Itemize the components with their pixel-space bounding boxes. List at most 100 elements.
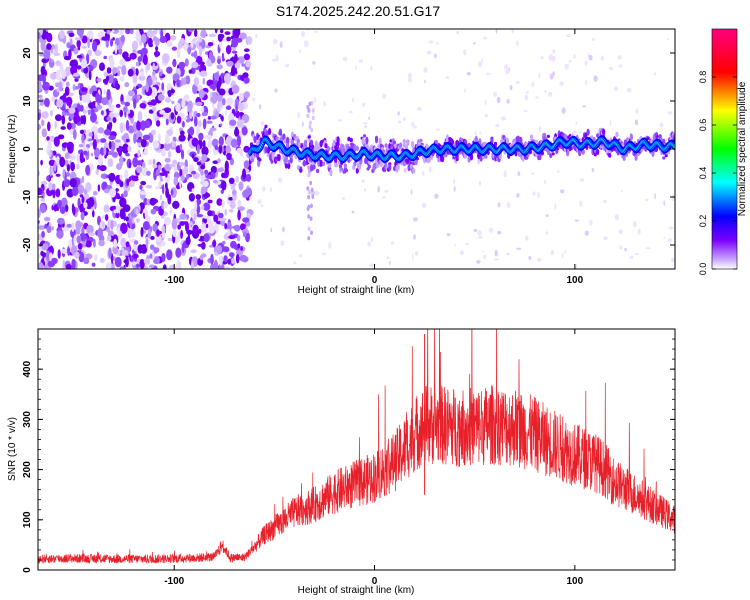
spectrogram-cell bbox=[106, 67, 112, 74]
spectrogram-cell bbox=[536, 258, 542, 262]
spectrogram-cell bbox=[355, 65, 357, 71]
spectrogram-cell bbox=[106, 235, 112, 242]
spectrogram-cell bbox=[110, 113, 115, 118]
spectrogram-cell bbox=[43, 49, 51, 60]
spectrogram-cell bbox=[163, 141, 171, 151]
spectrogram-cell bbox=[460, 137, 464, 142]
spectrogram-cell bbox=[128, 162, 132, 169]
spectrogram-cell bbox=[196, 112, 201, 118]
spectrogram-cell bbox=[264, 124, 268, 129]
spectrogram-cell bbox=[38, 80, 42, 92]
spectrogram-cell bbox=[194, 29, 198, 37]
spectrogram-cell bbox=[120, 34, 126, 43]
spectrogram-cell bbox=[478, 236, 483, 239]
spectrogram-cell bbox=[183, 94, 190, 102]
spectrogram-cell bbox=[181, 116, 188, 121]
spectrogram-cell bbox=[237, 209, 241, 221]
spectrogram-cell bbox=[311, 108, 315, 113]
spectrogram-cell bbox=[478, 60, 482, 68]
spectrogram-cell bbox=[273, 39, 278, 44]
spectrogram-cell bbox=[81, 93, 89, 103]
spectrogram-cell bbox=[178, 61, 186, 69]
spectrogram-cell bbox=[278, 177, 283, 183]
spectrogram-cell bbox=[161, 252, 166, 262]
spectrogram-cell bbox=[202, 77, 206, 85]
spectrogram-cell bbox=[147, 77, 153, 86]
spectrogram-cell bbox=[212, 239, 217, 248]
spectrogram-cell bbox=[554, 203, 557, 210]
spectrogram-cell bbox=[307, 195, 311, 200]
spectrogram-cell bbox=[629, 133, 633, 140]
spectrogram-cell bbox=[118, 48, 123, 55]
spectrogram-cell bbox=[310, 187, 314, 192]
spectrogram-cell bbox=[114, 43, 118, 55]
spectrogram-cell bbox=[46, 136, 50, 141]
spectrogram-cell bbox=[615, 131, 619, 138]
spectrogram-cell bbox=[236, 119, 243, 128]
spectrogram-cell bbox=[62, 168, 66, 178]
spectrogram-cell bbox=[428, 40, 434, 44]
spectrogram-cell bbox=[534, 139, 539, 144]
spectrogram-cell bbox=[68, 92, 74, 97]
spectrogram-cell bbox=[190, 260, 194, 269]
spectrogram-cell bbox=[151, 106, 157, 112]
spectrogram-cell bbox=[214, 29, 218, 34]
spectrogram-cell bbox=[56, 230, 64, 239]
spectrogram-cell bbox=[209, 127, 217, 132]
spectrogram-cell bbox=[538, 72, 541, 79]
spectrogram-cell bbox=[224, 222, 228, 230]
spectrogram-cell bbox=[388, 163, 392, 171]
spectrogram-cell bbox=[279, 41, 283, 48]
snr-series bbox=[38, 329, 675, 564]
y-tick-label: -10 bbox=[22, 189, 33, 204]
spectrogram-cell bbox=[258, 158, 262, 162]
spectrogram-cell bbox=[135, 61, 139, 67]
spectrogram-cell bbox=[200, 106, 205, 114]
spectrogram-cell bbox=[38, 100, 41, 108]
spectrogram-cell bbox=[107, 158, 114, 168]
spectrogram-cell bbox=[668, 226, 674, 230]
spectrogram-cell bbox=[301, 30, 306, 38]
spectrogram-cell bbox=[535, 96, 539, 99]
spectrogram-cell bbox=[516, 247, 521, 250]
spectrogram-cell bbox=[202, 193, 211, 198]
spectrogram-cell bbox=[564, 250, 566, 254]
spectrogram-cell bbox=[124, 257, 129, 268]
spectrogram-cell bbox=[136, 218, 140, 223]
spectrogram-cell bbox=[82, 114, 87, 125]
spectrogram-cell bbox=[65, 81, 70, 87]
spectrogram-cell bbox=[114, 256, 122, 268]
spectrogram-cell bbox=[497, 231, 502, 235]
spectrogram-cell bbox=[132, 73, 138, 85]
spectrogram-cell bbox=[269, 187, 272, 193]
spectrogram-cell bbox=[329, 168, 333, 177]
spectrogram-cell bbox=[46, 43, 52, 51]
spectrogram-cell bbox=[309, 180, 313, 186]
spectrogram-cell bbox=[528, 256, 532, 260]
spectrogram-cell bbox=[667, 238, 673, 243]
spectrogram-cell bbox=[564, 63, 569, 70]
spectrogram-cell bbox=[122, 143, 129, 154]
spectrogram-cell bbox=[284, 163, 288, 169]
spectrogram-cell bbox=[110, 219, 114, 231]
spectrogram-cell bbox=[50, 109, 53, 117]
spectrogram-cell bbox=[629, 255, 634, 260]
spectrogram-cell bbox=[218, 212, 224, 219]
spectrogram-cell bbox=[149, 253, 153, 259]
spectrogram-cell bbox=[153, 79, 157, 84]
spectrogram-cell bbox=[367, 241, 371, 247]
spectrogram-cell bbox=[102, 221, 105, 229]
spectrogram-cell bbox=[477, 230, 482, 236]
spectrogram-cell bbox=[177, 47, 181, 59]
spectrogram-cell bbox=[531, 82, 535, 87]
spectrogram-cell bbox=[41, 128, 47, 138]
spectrogram-cell bbox=[287, 162, 291, 170]
spectrogram-cell bbox=[148, 43, 154, 48]
spectrogram-cell bbox=[242, 72, 249, 78]
spectrogram-cell bbox=[343, 163, 347, 169]
spectrogram-cell bbox=[195, 36, 201, 42]
spectrogram-cell bbox=[228, 177, 235, 184]
spectrogram-cell bbox=[265, 130, 269, 136]
spectrogram-cell bbox=[230, 138, 238, 148]
spectrogram-cell bbox=[592, 137, 596, 142]
